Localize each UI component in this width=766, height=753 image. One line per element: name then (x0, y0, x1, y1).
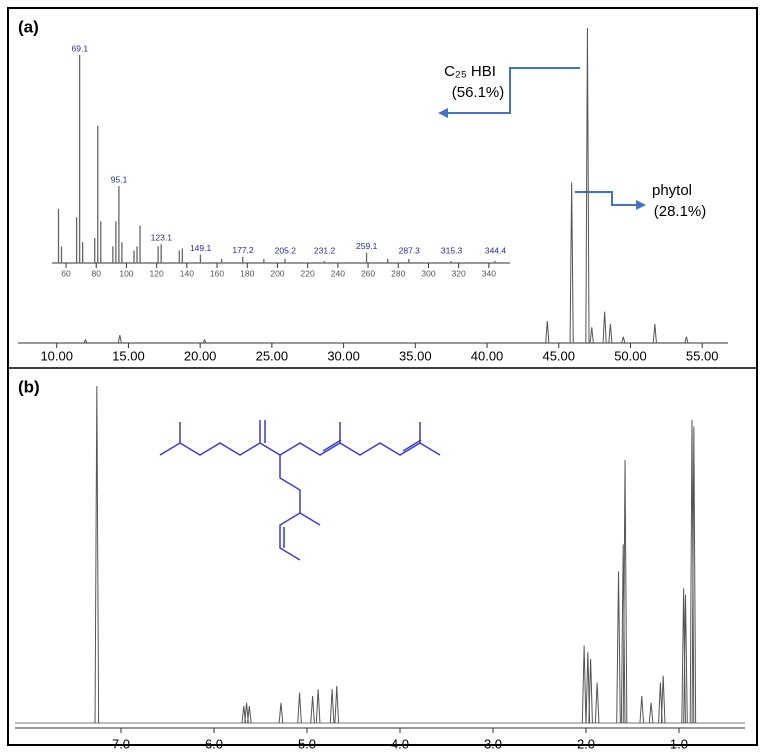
bond (299, 512, 321, 526)
peak (689, 419, 695, 724)
peak (589, 327, 594, 344)
x-tick-label: 7.0 (112, 736, 130, 751)
x-tick-label: 35.00 (399, 348, 432, 363)
peak-label: 315.3 (441, 245, 463, 255)
x-tick-label: 30.00 (327, 348, 360, 363)
annotation-arrows (438, 67, 646, 210)
peak (315, 689, 321, 724)
peak (652, 324, 657, 344)
x-tick-label: 260 (361, 268, 375, 278)
x-tick-label: 10.00 (40, 348, 73, 363)
panel-label: (b) (18, 377, 40, 396)
x-tick-label: 60 (61, 268, 71, 278)
peak-label: 259.1 (356, 241, 378, 251)
peak (684, 336, 689, 344)
peak (639, 696, 645, 724)
peak-label: 205.2 (275, 245, 297, 255)
peak (244, 702, 249, 724)
x-tick-label: 120 (150, 268, 164, 278)
peak (581, 645, 587, 724)
arrowhead (636, 200, 646, 210)
bond (279, 455, 301, 561)
bond (159, 442, 441, 456)
peak (334, 685, 340, 724)
annotation: (28.1%) (654, 203, 707, 220)
arrow (446, 67, 580, 114)
x-tick-label: 300 (421, 268, 435, 278)
x-tick-label: 320 (452, 268, 466, 278)
x-tick-label: 160 (210, 268, 224, 278)
x-tick-label: 280 (391, 268, 405, 278)
peak (608, 324, 613, 344)
peak (621, 336, 626, 344)
x-tick-label: 5.0 (298, 736, 316, 751)
peak (278, 702, 284, 724)
peak (660, 675, 666, 724)
arrowhead (438, 108, 448, 118)
x-tick-label: 220 (301, 268, 315, 278)
peak-label: 287.3 (399, 245, 421, 255)
x-tick-label: 20.00 (184, 348, 217, 363)
x-tick-label: 4.0 (391, 736, 409, 751)
bond (402, 439, 422, 452)
peak (588, 658, 593, 724)
annotation: C₂₅ HBI (444, 63, 496, 80)
bond (322, 439, 342, 452)
x-tick-label: 45.00 (542, 348, 575, 363)
peak (602, 311, 607, 344)
x-tick-label: 180 (240, 268, 254, 278)
peak-label: 69.1 (72, 43, 89, 53)
x-tick-label: 100 (119, 268, 133, 278)
peak-label: 123.1 (151, 233, 173, 243)
peak (545, 320, 550, 344)
peak-label: 177.2 (232, 245, 254, 255)
x-tick-label: 200 (270, 268, 284, 278)
peak (329, 689, 335, 724)
x-tick-label: 3.0 (484, 736, 502, 751)
peak (622, 460, 628, 724)
peak (691, 426, 697, 724)
x-tick-label: 80 (92, 268, 102, 278)
frame (7, 7, 758, 746)
peak (683, 594, 688, 724)
peak (83, 338, 88, 344)
peak (247, 706, 252, 724)
annotation: phytol (652, 182, 692, 199)
x-tick-label: 2.0 (577, 736, 595, 751)
peak (648, 702, 654, 724)
peak (94, 385, 100, 724)
peak-label: 231.2 (314, 245, 336, 255)
molecule-structure (159, 420, 441, 561)
x-tick-label: 140 (180, 268, 194, 278)
x-tick-label: 25.00 (256, 348, 289, 363)
peak-label: 344.4 (485, 245, 507, 255)
peak (202, 338, 207, 344)
x-tick-label: 40.00 (471, 348, 504, 363)
x-tick-label: 340 (482, 268, 496, 278)
x-tick-label: 15.00 (112, 348, 145, 363)
peak-label: 95.1 (111, 174, 128, 184)
peak (297, 692, 302, 724)
peak (569, 182, 574, 344)
peak (620, 544, 626, 724)
peak (117, 335, 122, 344)
panel-label: (a) (18, 17, 39, 36)
peak (594, 682, 600, 724)
peak (616, 571, 621, 724)
peak (681, 588, 686, 724)
x-tick-label: 55.00 (686, 348, 719, 363)
x-tick-label: 1.0 (670, 736, 688, 751)
x-tick-label: 6.0 (205, 736, 223, 751)
x-tick-label: 50.00 (614, 348, 647, 363)
peak (310, 696, 315, 724)
annotation: (56.1%) (452, 84, 505, 101)
peak-label: 149.1 (190, 243, 212, 253)
peak (585, 27, 590, 344)
arrow (575, 191, 638, 206)
x-tick-label: 240 (331, 268, 345, 278)
